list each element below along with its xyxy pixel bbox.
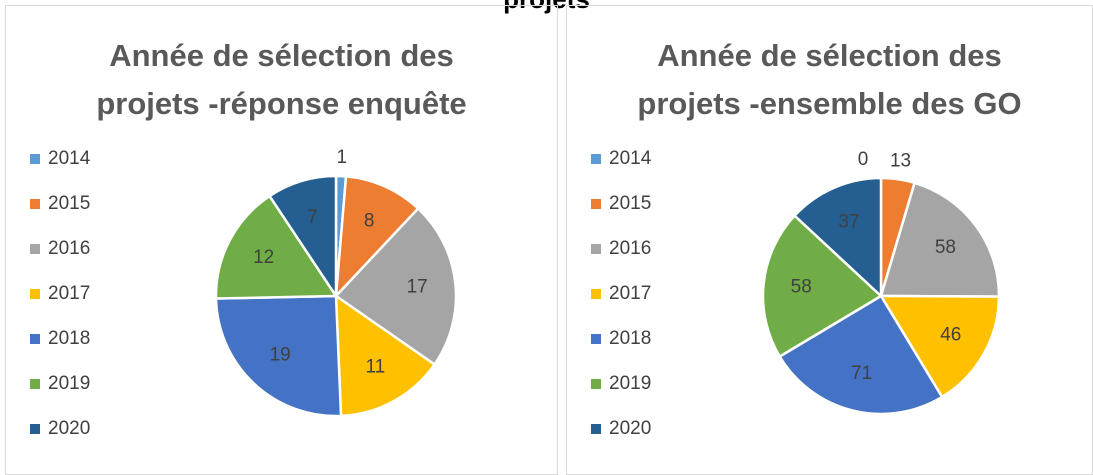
- legend-swatch: [30, 154, 40, 164]
- legend-swatch: [30, 379, 40, 389]
- chart-panel: Année de sélection des projets -ensemble…: [566, 5, 1093, 475]
- legend-label: 2019: [48, 373, 90, 394]
- legend-swatch: [30, 199, 40, 209]
- pie-slice: [214, 294, 343, 418]
- legend-label: 2016: [48, 238, 90, 259]
- chart: 2014 2015 2016 2017 2018 2019 2020 1 8 17 11 19 12 7: [30, 147, 458, 439]
- pie-slice: [777, 294, 944, 416]
- legend-label: 2014: [48, 148, 91, 169]
- legend-label: 2015: [48, 193, 90, 214]
- legend-swatch: [30, 289, 40, 299]
- pie-slice: [214, 194, 339, 300]
- legend-label: 2015: [609, 193, 651, 214]
- data-label: 11: [365, 357, 385, 378]
- data-label: 46: [940, 325, 961, 346]
- legend-label: 2014: [609, 148, 652, 169]
- legend-swatch: [591, 334, 601, 344]
- pie-slice: [334, 206, 458, 367]
- data-label: 13: [890, 150, 911, 171]
- pie-slice: [334, 293, 437, 418]
- data-label: 12: [253, 247, 274, 268]
- legend-label: 2017: [48, 283, 90, 304]
- pie-slice: [878, 294, 1001, 399]
- legend-label: 2018: [609, 328, 651, 349]
- data-label: 58: [935, 237, 956, 258]
- pie-slice: [792, 176, 883, 299]
- legend-swatch: [591, 154, 601, 164]
- legend-label: 2018: [48, 328, 90, 349]
- chart-title: Année de sélection des projets -réponse …: [96, 38, 467, 121]
- data-label: 17: [407, 276, 428, 297]
- legend-label: 2016: [609, 238, 651, 259]
- chart-panel: Année de sélection des projets -réponse …: [5, 5, 558, 475]
- legend-label: 2020: [48, 418, 90, 439]
- data-label: 7: [307, 207, 318, 228]
- pie-slice: [879, 181, 1001, 298]
- data-label: 1: [336, 147, 347, 168]
- legend-label: 2017: [609, 283, 651, 304]
- legend-swatch: [591, 424, 601, 434]
- legend-swatch: [30, 424, 40, 434]
- data-label: 71: [851, 363, 872, 384]
- pie-slice: [267, 174, 338, 301]
- data-label: 0: [858, 149, 869, 170]
- data-label: 19: [270, 344, 291, 365]
- legend-swatch: [30, 334, 40, 344]
- legend-swatch: [30, 244, 40, 254]
- chart-title: Année de sélection des projets -ensemble…: [637, 38, 1022, 121]
- header: projets: [0, 0, 1093, 15]
- pie-slice: [761, 213, 884, 359]
- legend-swatch: [591, 199, 601, 209]
- chart: 2014 2015 2016 2017 2018 2019 2020 0 13 58 46 71 58 3…: [591, 148, 1001, 439]
- data-label: 37: [838, 211, 859, 232]
- legend-swatch: [591, 244, 601, 254]
- legend-swatch: [591, 289, 601, 299]
- pie-slice: [334, 175, 420, 300]
- data-label: 8: [364, 210, 375, 231]
- legend-label: 2020: [609, 418, 651, 439]
- data-label: 58: [791, 277, 812, 298]
- legend-label: 2019: [609, 373, 651, 394]
- legend-swatch: [591, 379, 601, 389]
